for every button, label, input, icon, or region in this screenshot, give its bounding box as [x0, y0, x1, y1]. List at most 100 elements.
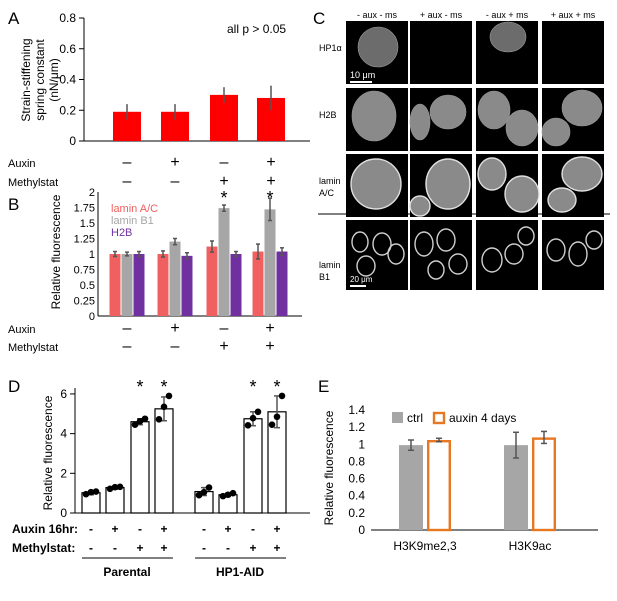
panel-b-row-1-sign-3: + [265, 338, 274, 355]
panel-d-row-0-sign-7: + [273, 522, 280, 536]
panel-label-c: C [313, 9, 325, 28]
panel-b-bar-1-0 [121, 254, 133, 316]
panel-e-legend-0: ctrl [407, 411, 423, 425]
panel-d-ylabel: Relative fluorescence [41, 395, 55, 510]
panel-b-row-0-sign-2: – [220, 320, 229, 337]
panel-d-row-1-sign-6: + [249, 541, 256, 555]
panel-a-ytick-label-0: 0 [69, 134, 76, 148]
panel-c-nucleus-3-2-2 [517, 226, 535, 246]
panel-b-bar-0-2 [206, 246, 218, 316]
panel-d-group-label-1: HP1-AID [216, 565, 264, 579]
panel-c-row-label-1-0: H2B [319, 110, 337, 120]
panel-e-ytick-label-3: 0.6 [348, 472, 365, 486]
panel-b-ytick-label-2: 0.5 [80, 280, 95, 292]
panel-b-bar-2-2 [230, 254, 242, 316]
panel-d-row-1-sign-1: - [113, 541, 117, 555]
panel-c-row-label-3-1: B1 [319, 272, 330, 282]
panel-c-nucleus-3-2-0 [481, 247, 503, 273]
panel-a-row-1-sign-3: + [266, 173, 275, 190]
panel-d-row-label-0: Auxin 16hr: [12, 522, 78, 536]
panel-d-star-7: * [273, 377, 280, 397]
panel-b-ytick-label-3: 0.75 [74, 265, 95, 277]
panel-d-point-0-2 [92, 488, 100, 495]
panel-c-col-header-3: + aux + ms [551, 10, 596, 20]
panel-d-ytick-label-2: 4 [60, 427, 67, 441]
panel-d-group-label-0: Parental [103, 565, 150, 579]
panel-c-nucleus-2-3-0 [561, 156, 603, 192]
panel-c-nucleus-3-1-3 [427, 260, 445, 280]
panel-a-ylabel-line2: spring constant [33, 39, 47, 121]
panel-c-nucleus-3-0-1 [372, 232, 392, 256]
panel-a-row-0-sign-2: – [220, 154, 229, 171]
panel-c-row-label-3-0: lamin [319, 260, 341, 270]
panel-c-nucleus-3-3-0 [546, 238, 566, 262]
panel-e-ytick-label-0: 0 [358, 523, 365, 537]
panel-a-ytick-label-4: 0.8 [59, 11, 76, 25]
panel-b-row-label-1: Methylstat [8, 342, 58, 354]
panel-d-point-2-0 [131, 421, 139, 429]
panel-d-ytick-label-1: 2 [60, 466, 67, 480]
panel-a-ylabel-line1: Strain-stiffening [19, 38, 33, 121]
panel-c-nucleus-1-2-1 [505, 109, 539, 147]
panel-c-tile-3-2 [476, 220, 538, 290]
panel-e-legend-swatch-1 [432, 411, 446, 425]
panel-a-ytick-label-1: 0.2 [59, 103, 76, 117]
panel-d-point-5-0 [219, 492, 227, 500]
panel-c-nucleus-2-2-1 [504, 175, 540, 213]
panel-b-ytick-label-8: 2 [89, 187, 95, 199]
panel-d-point-4-0 [195, 491, 203, 499]
panel-b-ytick-label-0: 0 [89, 311, 95, 323]
panel-a-ytick-label-3: 0.6 [59, 42, 76, 56]
panel-c-nucleus-1-2-0 [477, 90, 511, 130]
panel-b-row-1-sign-0: – [123, 338, 132, 355]
panel-c-nucleus-2-1-1 [409, 195, 431, 217]
panel-c-nucleus-3-1-0 [414, 231, 434, 257]
panel-d-point-6-0 [244, 422, 252, 429]
panel-c-tile-0-3 [542, 21, 604, 84]
panel-c-col-header-1: + aux - ms [420, 10, 463, 20]
panel-d-point-2-2 [141, 415, 149, 423]
panel-e-bar-0-0 [399, 445, 423, 530]
panel-b-bar-2-3 [276, 251, 288, 316]
panel-c-microscopy: - aux - ms + aux - ms - aux + ms + aux + ms… [318, 10, 610, 290]
panel-b-bar-2-0 [133, 254, 145, 316]
panel-c-nucleus-1-1-1 [409, 103, 431, 141]
panel-d-row-1-sign-5: - [226, 541, 230, 555]
panel-b-bar-1-3 [264, 209, 276, 316]
panel-a-ylabel: Strain-stiffening spring constant (nN/μm… [19, 38, 61, 121]
panel-b-row-label-0: Auxin [8, 324, 36, 336]
panel-e-bar-0-1 [504, 445, 528, 530]
panel-labels: A B C D E [8, 9, 329, 396]
panel-b-ytick-label-5: 1.25 [74, 234, 95, 246]
panel-b-legend-0: lamin A/C [111, 203, 158, 215]
panel-c-tile-0-1 [410, 21, 472, 84]
panel-c-nucleus-0-0-0 [357, 26, 399, 68]
panel-c-nucleus-2-2-0 [477, 157, 507, 191]
panel-c-nucleus-3-0-0 [351, 231, 369, 253]
panel-c-nucleus-3-1-1 [436, 228, 456, 252]
panel-c-scalebar-bottom-label: 20 μm [350, 275, 373, 284]
panel-c-nucleus-1-3-0 [561, 89, 603, 127]
panel-d-point-2-1 [136, 418, 144, 425]
panel-d-point-4-2 [205, 484, 213, 491]
panel-d-star-2: * [136, 377, 143, 397]
panel-b-row-0-sign-1: + [170, 320, 179, 337]
panel-a-row-label-0: Auxin [8, 158, 36, 170]
panel-b-row-0-sign-0: – [123, 320, 132, 337]
panel-b-ylabel: Relative fluorescence [49, 194, 63, 309]
panel-c-nucleus-3-3-2 [585, 230, 603, 250]
panel-d-bar-6 [243, 418, 263, 514]
panel-e-bar-1-0 [427, 440, 452, 532]
panel-b-ytick-label-1: 0.25 [74, 296, 95, 308]
panel-e-ytick-label-6: 1.2 [348, 420, 365, 434]
panel-a-row-1-sign-1: – [171, 173, 180, 190]
panel-b-legend-1: lamin B1 [111, 215, 154, 227]
panel-c-nucleus-2-3-1 [547, 187, 577, 213]
panel-d-row-0-sign-6: - [251, 522, 255, 536]
panel-d-bar-2 [130, 421, 150, 514]
panel-c-tile-3-0 [346, 220, 408, 290]
panel-d-point-5-2 [229, 489, 237, 497]
panel-c-row-label-0-0: HP1α [319, 43, 342, 53]
panel-b-bar-0-0 [109, 254, 121, 316]
